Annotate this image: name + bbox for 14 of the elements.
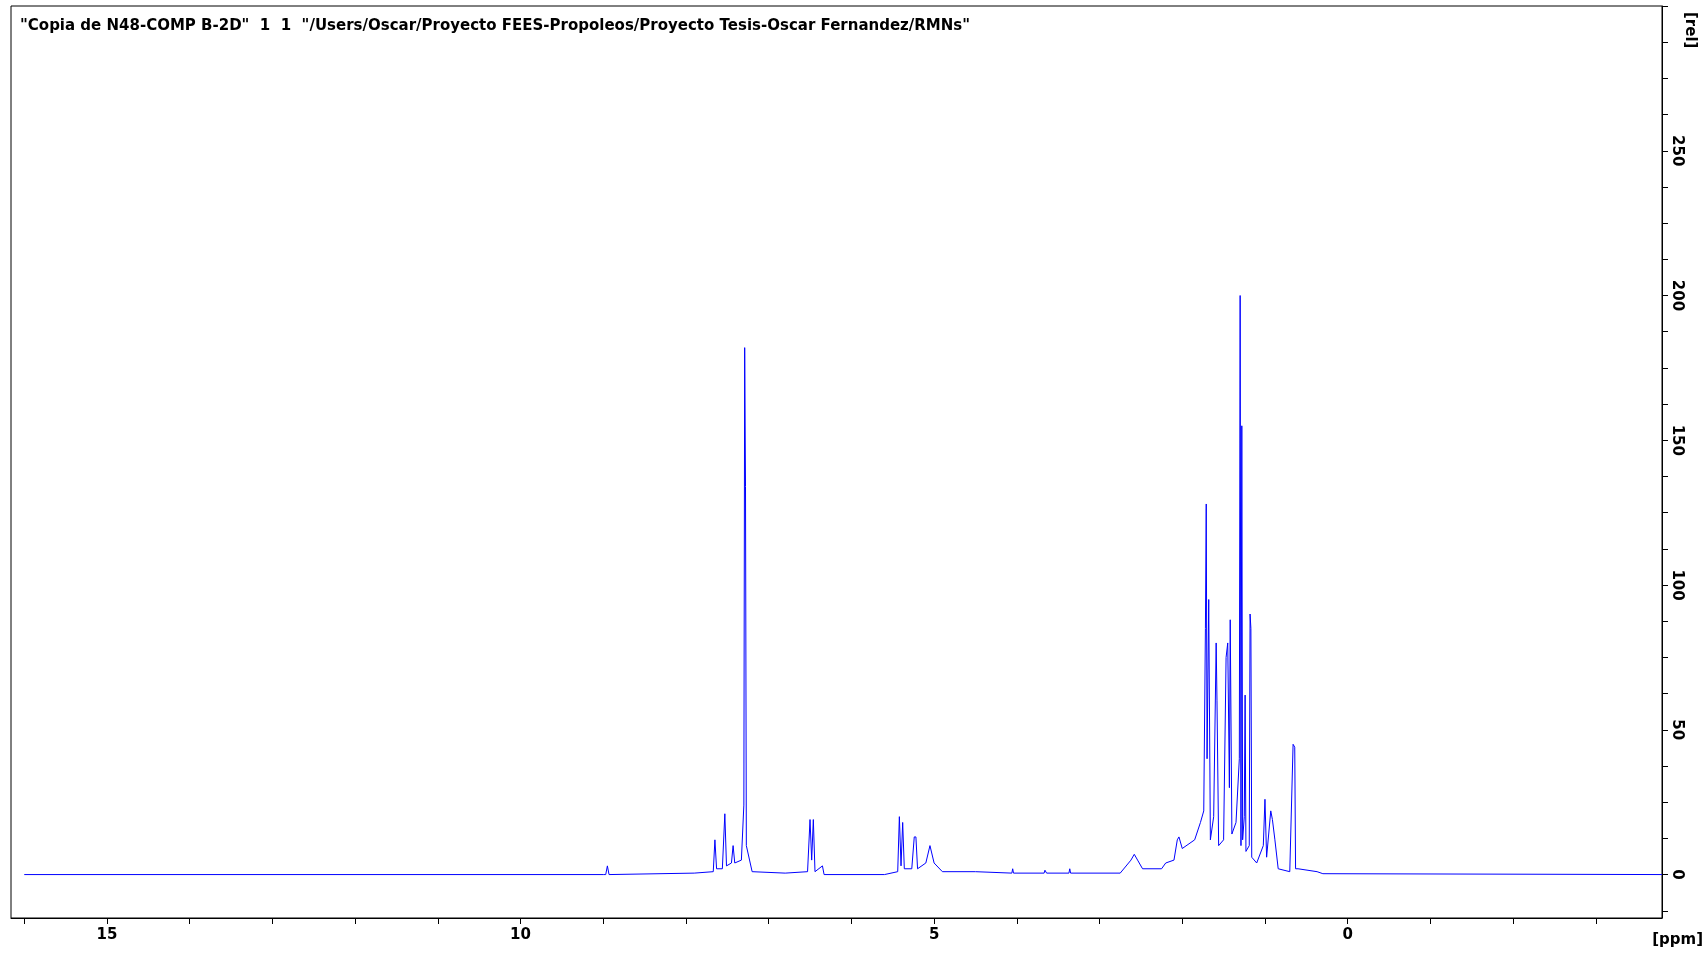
- y-tick-label: 100: [1668, 569, 1687, 601]
- y-tick-label: 200: [1668, 279, 1687, 312]
- x-tick-label: 0: [1342, 924, 1353, 943]
- x-tick-label: 10: [510, 924, 531, 943]
- y-tick-label: 0: [1668, 869, 1687, 880]
- y-axis-title: [rel]: [1681, 12, 1700, 49]
- y-tick-label: 50: [1668, 719, 1687, 741]
- x-tick-label: 15: [96, 924, 118, 943]
- y-tick-label: 250: [1668, 135, 1687, 167]
- x-axis-title: [ppm]: [1652, 929, 1704, 948]
- line-series: [23, 295, 1663, 876]
- x-tick-label: 5: [928, 924, 940, 943]
- text: "Copia de N48-COMP B-2D" 1 1 "/Users/Oscar/Proyecto FEES-Propoleos/Proyecto Tesis-Oscar Fernandez/RMNs": [20, 15, 971, 34]
- y-tick-label: 150: [1668, 424, 1687, 456]
